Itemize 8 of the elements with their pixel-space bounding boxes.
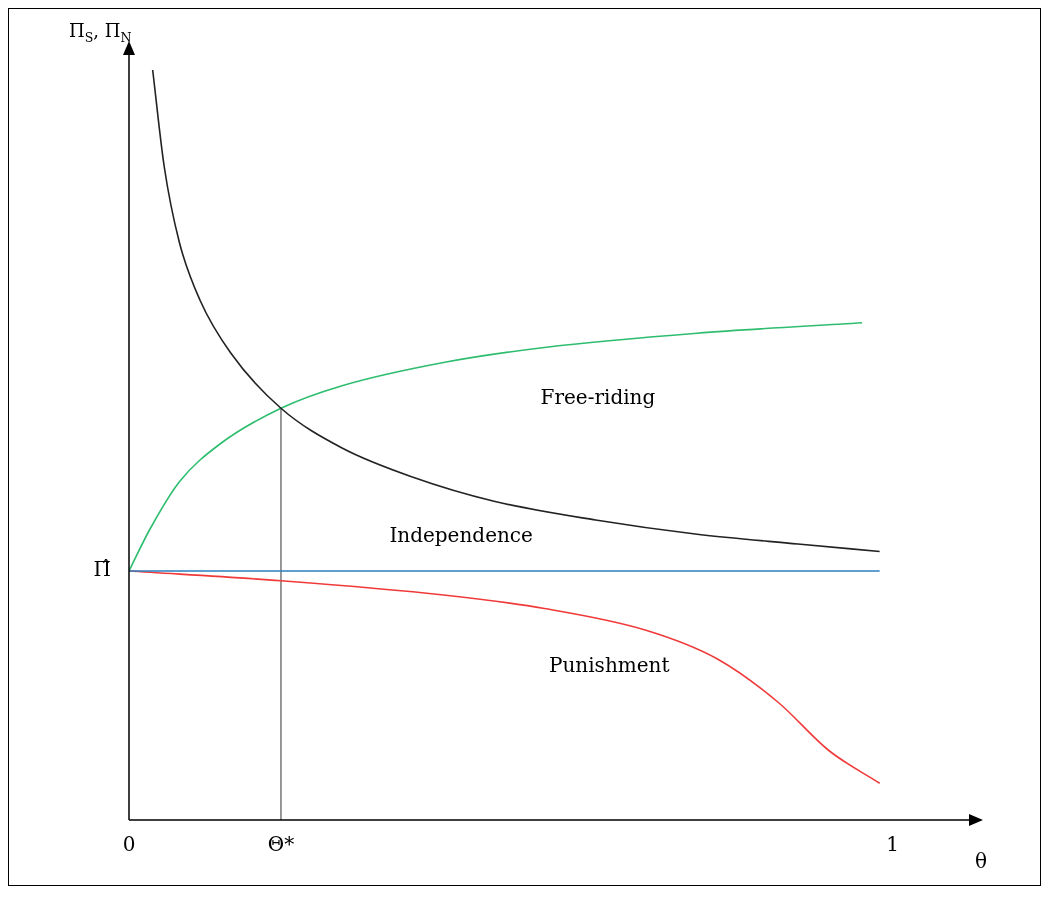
- x-axis-title: θ: [975, 849, 988, 873]
- x-tick-label: Θ*: [267, 832, 295, 857]
- annotation: Free-riding: [540, 385, 656, 410]
- annotation: Punishment: [549, 653, 670, 678]
- annotation: Independence: [389, 523, 533, 548]
- annotation: Π̂: [93, 557, 111, 582]
- x-tick-label: 1: [886, 832, 899, 857]
- x-tick-label: 0: [122, 832, 136, 857]
